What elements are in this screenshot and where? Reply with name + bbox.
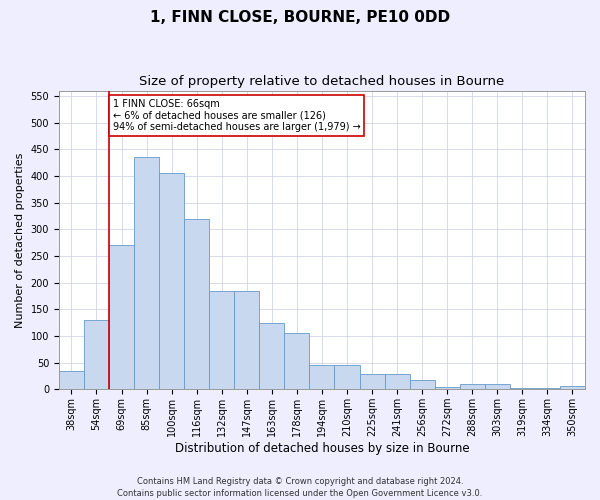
Bar <box>310 366 334 390</box>
X-axis label: Distribution of detached houses by size in Bourne: Distribution of detached houses by size … <box>175 442 469 455</box>
Bar <box>359 374 385 390</box>
Y-axis label: Number of detached properties: Number of detached properties <box>15 152 25 328</box>
Bar <box>510 388 535 390</box>
Bar <box>209 290 234 390</box>
Text: 1, FINN CLOSE, BOURNE, PE10 0DD: 1, FINN CLOSE, BOURNE, PE10 0DD <box>150 10 450 25</box>
Text: Contains HM Land Registry data © Crown copyright and database right 2024.
Contai: Contains HM Land Registry data © Crown c… <box>118 476 482 498</box>
Bar <box>410 380 434 390</box>
Bar <box>259 322 284 390</box>
Bar <box>334 366 359 390</box>
Bar <box>385 374 410 390</box>
Bar <box>159 173 184 390</box>
Bar <box>84 320 109 390</box>
Bar <box>434 386 460 390</box>
Title: Size of property relative to detached houses in Bourne: Size of property relative to detached ho… <box>139 75 505 88</box>
Bar <box>109 246 134 390</box>
Bar <box>234 290 259 390</box>
Bar <box>134 157 159 390</box>
Bar <box>460 384 485 390</box>
Bar <box>184 218 209 390</box>
Text: 1 FINN CLOSE: 66sqm
← 6% of detached houses are smaller (126)
94% of semi-detach: 1 FINN CLOSE: 66sqm ← 6% of detached hou… <box>113 98 361 132</box>
Bar <box>59 370 84 390</box>
Bar <box>485 384 510 390</box>
Bar <box>284 334 310 390</box>
Bar <box>535 388 560 390</box>
Bar <box>560 386 585 390</box>
